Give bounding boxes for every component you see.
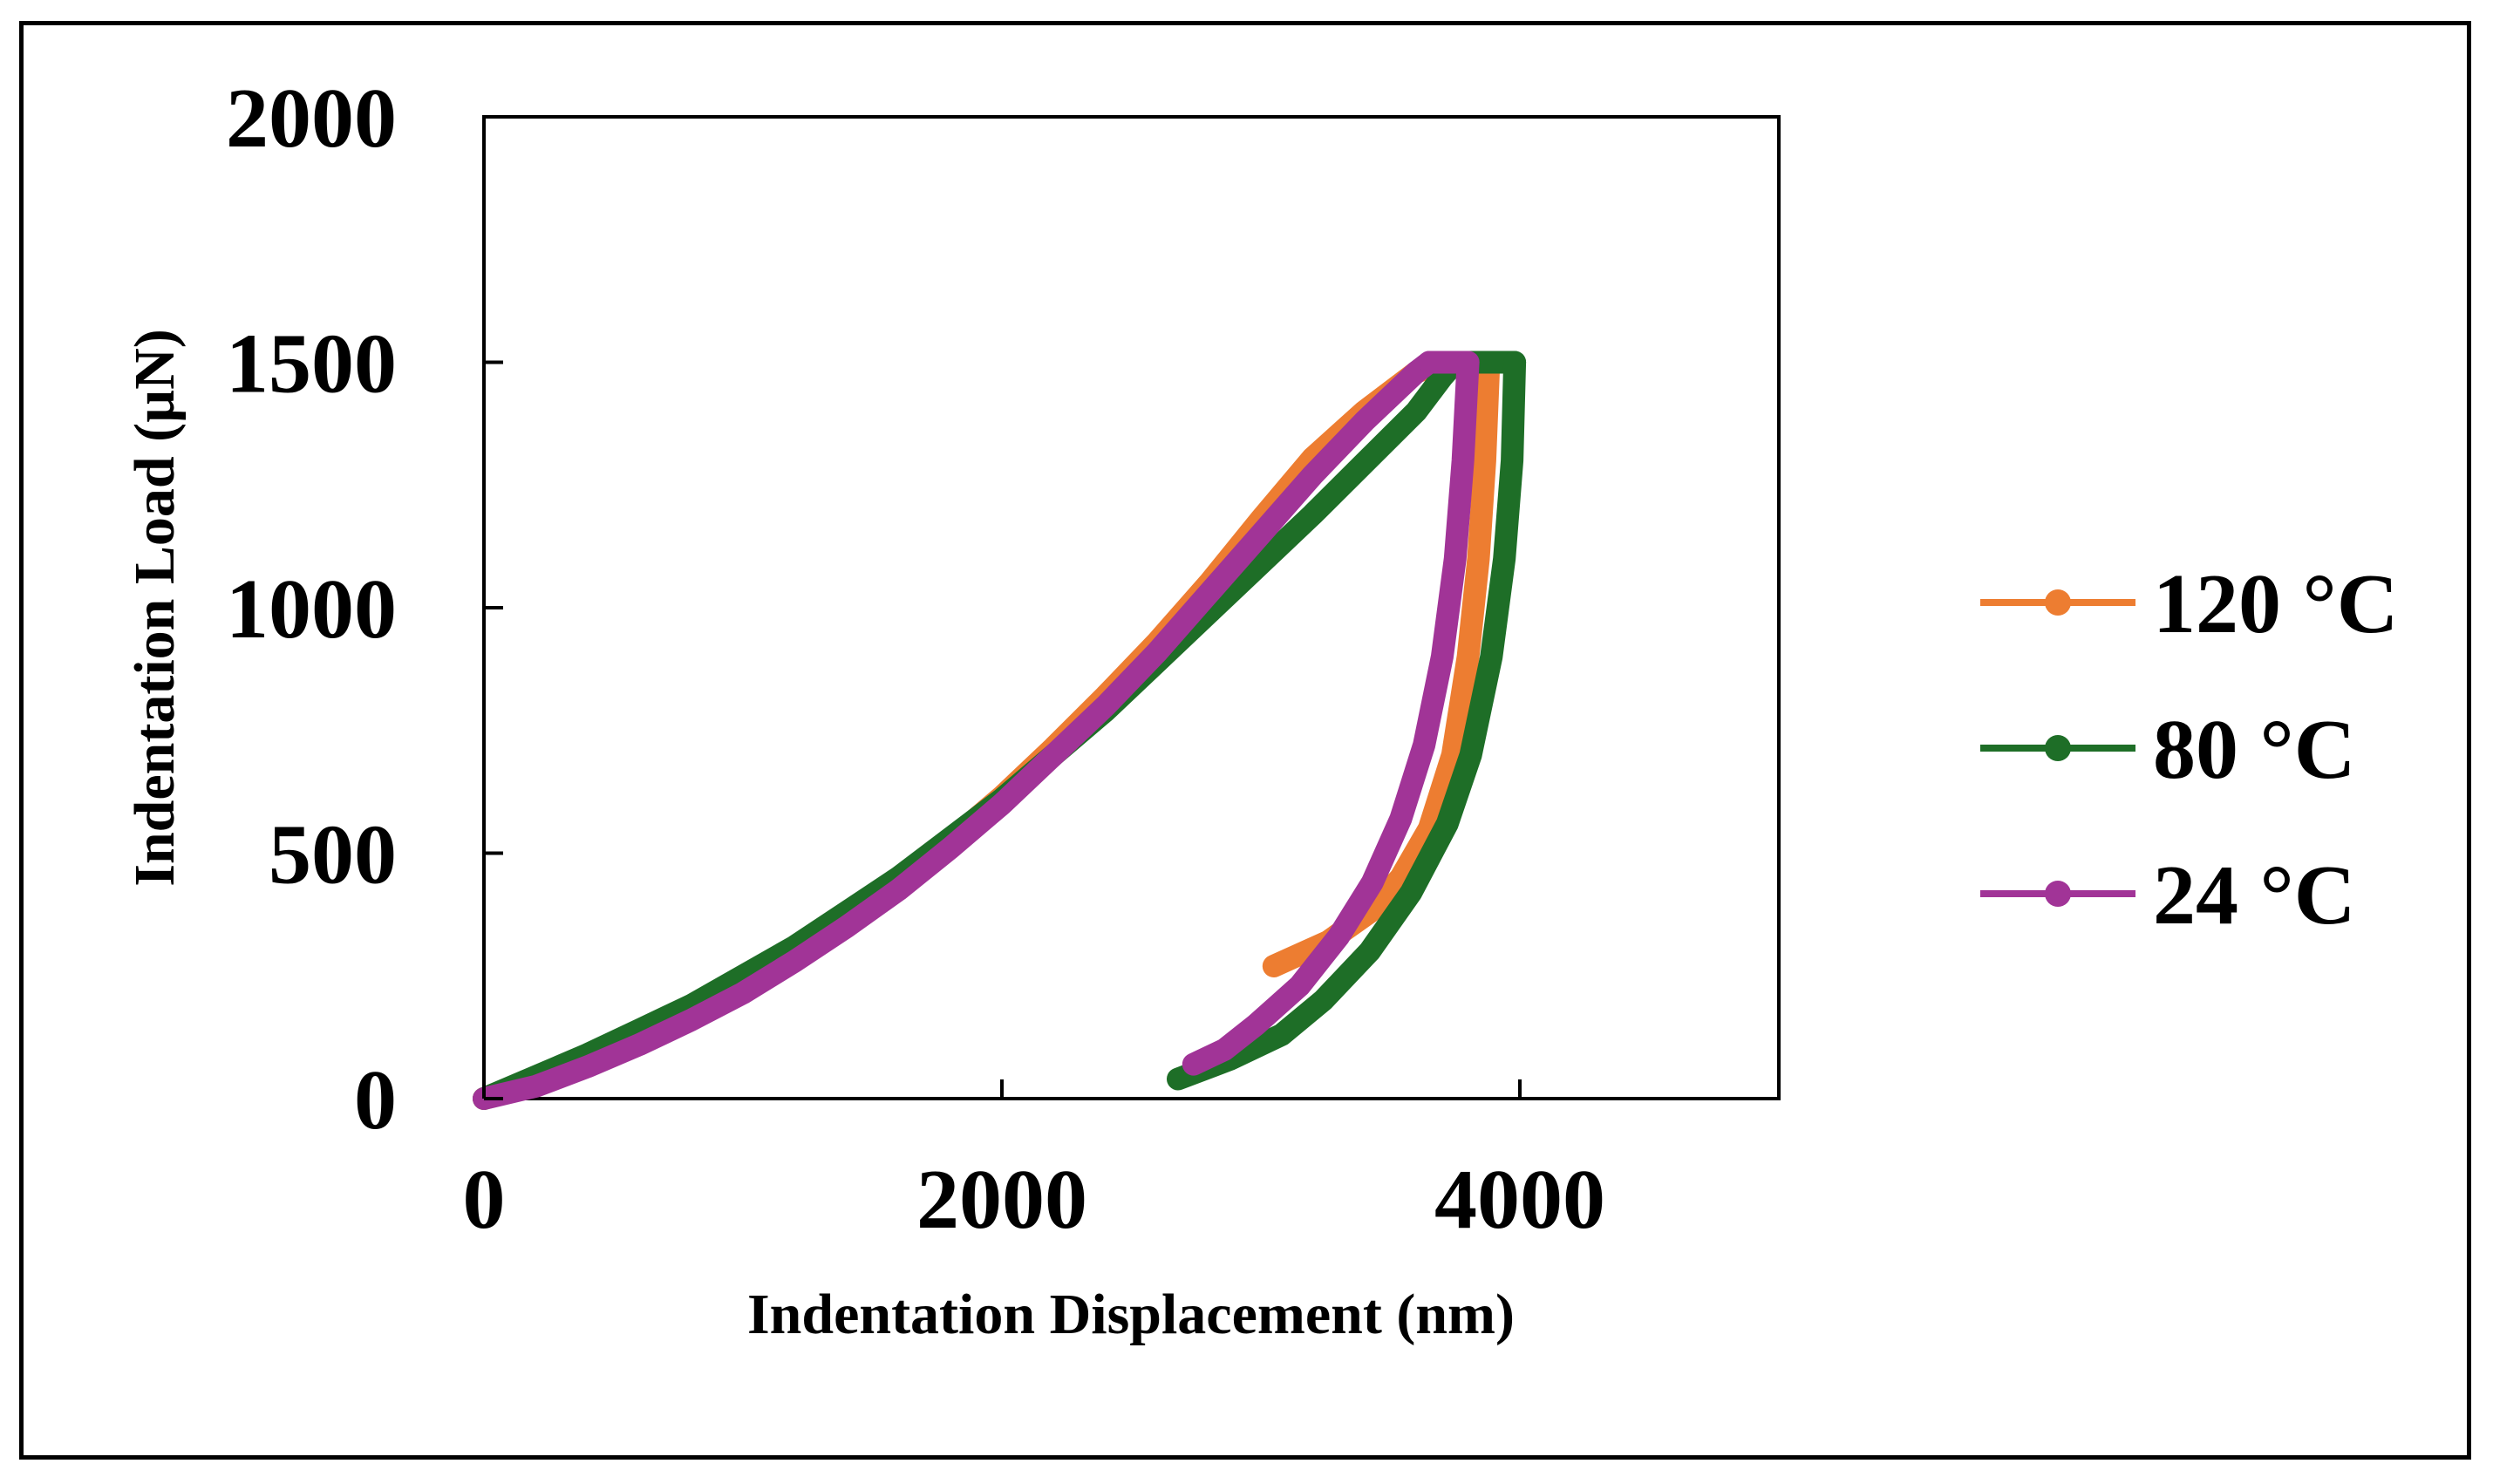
y-tick-label: 500: [269, 808, 397, 902]
legend-label: 120 °C: [2153, 557, 2398, 651]
y-tick-label: 0: [354, 1053, 397, 1147]
legend-item-80-c: 80 °C: [1980, 703, 2355, 797]
series-24-c-unloading-line: [1182, 351, 1480, 1076]
legend-item-120-c: 120 °C: [1980, 557, 2398, 651]
legend-swatch-marker: [2045, 881, 2071, 907]
legend-swatch-marker: [2045, 735, 2071, 761]
x-tick-label: 0: [463, 1153, 506, 1247]
legend-label: 80 °C: [2153, 703, 2355, 797]
legend-swatch-marker: [2045, 589, 2071, 616]
series-24-c-loading-line: [473, 351, 1441, 1110]
y-tick-label: 1500: [226, 317, 397, 412]
y-axis-title: Indentation Load (µN): [123, 329, 187, 886]
x-axis-title: Indentation Displacement (nm): [747, 1283, 1515, 1346]
figure-frame: 0 2000 4000 0 500 1000 1500 2000 Indentation Di…: [19, 21, 2471, 1460]
x-tick-label: 2000: [916, 1153, 1087, 1247]
series-24-c: [473, 351, 1480, 1110]
series-layer: [473, 351, 1527, 1110]
y-tick-label: 2000: [226, 71, 397, 166]
x-tick-label: 4000: [1434, 1153, 1605, 1247]
legend: 120 °C 80 °C 24 °C: [1980, 557, 2398, 943]
y-tick-label: 1000: [226, 562, 397, 657]
axis-layer: 0 2000 4000 0 500 1000 1500 2000: [226, 71, 1605, 1247]
series-80-c-unloading-line: [1167, 351, 1527, 1091]
legend-item-24-c: 24 °C: [1980, 848, 2355, 943]
legend-label: 24 °C: [2153, 848, 2355, 943]
chart: 0 2000 4000 0 500 1000 1500 2000 Indentation Di…: [123, 71, 2398, 1346]
plot-area: [482, 115, 1781, 1100]
